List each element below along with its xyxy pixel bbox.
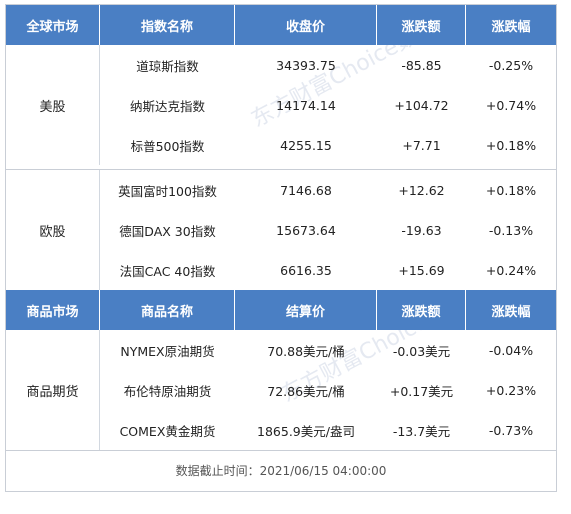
row-close: 34393.75 [276, 57, 336, 73]
group-label-eu: 欧股 [6, 170, 100, 290]
row-pct: -0.73% [488, 422, 534, 438]
group-label-commodity: 商品期货 [6, 330, 100, 450]
data-timestamp: 数据截止时间：2021/06/15 04:00:00 [175, 463, 387, 478]
table-row: 法国CAC 40指数 6616.35 +15.69 +0.24% [100, 250, 556, 290]
row-close: 72.86美元/桶 [267, 383, 345, 399]
row-name: 纳斯达克指数 [129, 98, 205, 114]
row-change: +7.71 [402, 137, 441, 153]
group-us: 美股 道琼斯指数 34393.75 -85.85 -0.25% 纳斯达克指数 1… [6, 45, 556, 165]
group-divider [6, 169, 556, 170]
row-close: 70.88美元/桶 [267, 343, 345, 359]
group-label-us: 美股 [6, 45, 100, 165]
header-commodity-change: 涨跌额 [377, 290, 466, 330]
row-change: -0.03美元 [392, 343, 451, 359]
header-market: 全球市场 [6, 5, 100, 45]
row-pct: +0.18% [485, 137, 537, 153]
row-change: -19.63 [401, 222, 442, 238]
row-change: +15.69 [398, 262, 445, 278]
row-pct: -0.13% [488, 222, 534, 238]
row-change: +104.72 [394, 97, 449, 113]
header-settlement: 结算价 [235, 290, 377, 330]
row-name: 道琼斯指数 [136, 58, 199, 74]
row-pct: -0.04% [488, 342, 534, 358]
row-close: 1865.9美元/盎司 [257, 423, 355, 439]
header-close: 收盘价 [235, 5, 377, 45]
header-index-name: 指数名称 [100, 5, 235, 45]
row-pct: +0.18% [485, 182, 537, 198]
group-commodity: 商品期货 NYMEX原油期货 70.88美元/桶 -0.03美元 -0.04% … [6, 330, 556, 450]
row-name: NYMEX原油期货 [120, 343, 215, 359]
row-change: -85.85 [401, 57, 442, 73]
header-commodity-market: 商品市场 [6, 290, 100, 330]
header-pct: 涨跌幅 [491, 19, 531, 35]
row-close: 14174.14 [276, 97, 336, 113]
row-name: COMEX黄金期货 [119, 423, 216, 439]
row-pct: +0.23% [485, 382, 537, 398]
row-close: 6616.35 [280, 262, 332, 278]
row-name: 德国DAX 30指数 [119, 223, 216, 239]
table-row: 标普500指数 4255.15 +7.71 +0.18% [100, 125, 556, 165]
table-row: COMEX黄金期货 1865.9美元/盎司 -13.7美元 -0.73% [100, 410, 556, 450]
row-name: 法国CAC 40指数 [119, 263, 216, 279]
row-close: 15673.64 [276, 222, 336, 238]
row-change: +12.62 [398, 182, 445, 198]
header-commodity-name: 商品名称 [100, 290, 235, 330]
group-eu: 欧股 英国富时100指数 7146.68 +12.62 +0.18% 德国DAX… [6, 170, 556, 290]
row-change: -13.7美元 [392, 423, 451, 439]
table-row: 道琼斯指数 34393.75 -85.85 -0.25% [100, 45, 556, 85]
table-frame [5, 4, 557, 492]
row-pct: +0.74% [485, 97, 537, 113]
commodity-header-row: 商品市场 商品名称 结算价 涨跌额 涨跌幅 [6, 290, 556, 330]
table-row: NYMEX原油期货 70.88美元/桶 -0.03美元 -0.04% [100, 330, 556, 370]
table-row: 德国DAX 30指数 15673.64 -19.63 -0.13% [100, 210, 556, 250]
row-name: 标普500指数 [130, 138, 205, 154]
row-pct: +0.24% [485, 262, 537, 278]
table-row: 布伦特原油期货 72.86美元/桶 +0.17美元 +0.23% [100, 370, 556, 410]
header-commodity-pct: 涨跌幅 [491, 304, 531, 320]
index-header-row: 全球市场 指数名称 收盘价 涨跌额 涨跌幅 [6, 5, 556, 45]
header-change: 涨跌额 [377, 5, 466, 45]
table-row: 纳斯达克指数 14174.14 +104.72 +0.74% [100, 85, 556, 125]
table-row: 英国富时100指数 7146.68 +12.62 +0.18% [100, 170, 556, 210]
row-change: +0.17美元 [389, 383, 454, 399]
footer-divider [6, 450, 556, 451]
row-pct: -0.25% [488, 57, 534, 73]
row-close: 7146.68 [280, 182, 332, 198]
row-name: 布伦特原油期货 [123, 383, 212, 399]
row-close: 4255.15 [280, 137, 332, 153]
row-name: 英国富时100指数 [118, 183, 217, 199]
